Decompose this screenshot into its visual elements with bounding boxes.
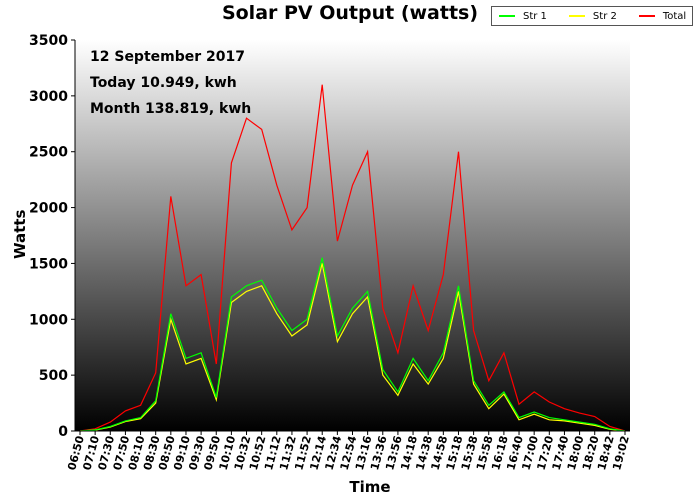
series-line-str2 bbox=[79, 263, 626, 432]
x-axis-label: Time bbox=[349, 478, 391, 496]
y-tick-label: 2000 bbox=[29, 201, 68, 217]
legend-swatch-total bbox=[638, 15, 655, 17]
y-tick-label: 3500 bbox=[29, 33, 68, 49]
annotation-today: Today 10.949, kwh bbox=[90, 75, 237, 91]
y-tick-label: 1500 bbox=[29, 256, 68, 272]
y-tick-label: 2500 bbox=[29, 145, 68, 161]
legend-label-str1: Str 1 bbox=[523, 10, 547, 22]
series-layer bbox=[79, 84, 626, 432]
y-tick-label: 3000 bbox=[29, 89, 68, 105]
y-axis-label: Watts bbox=[11, 209, 29, 259]
y-tick-label: 0 bbox=[58, 424, 68, 440]
plot-background bbox=[75, 40, 630, 431]
legend-label-total: Total bbox=[662, 10, 687, 22]
legend-label-str2: Str 2 bbox=[592, 10, 617, 22]
legend-item-str1: Str 1 bbox=[499, 11, 547, 22]
y-tick-label: 500 bbox=[39, 368, 68, 384]
legend-swatch-str2 bbox=[568, 15, 585, 17]
legend: Str 1 Str 2 Total bbox=[491, 6, 693, 26]
axes-layer: 050010001500200025003000350006:5007:1007… bbox=[29, 33, 632, 472]
annotation-month: Month 138.819, kwh bbox=[90, 101, 252, 117]
y-tick-label: 1000 bbox=[29, 312, 68, 328]
legend-item-total: Total bbox=[638, 10, 687, 22]
chart-title: Solar PV Output (watts) bbox=[221, 2, 479, 24]
legend-swatch-str1 bbox=[499, 15, 515, 17]
annotation-date: 12 September 2017 bbox=[90, 49, 245, 65]
series-line-str1 bbox=[79, 257, 626, 432]
legend-item-str2: Str 2 bbox=[568, 10, 617, 22]
series-line-total bbox=[79, 84, 626, 432]
